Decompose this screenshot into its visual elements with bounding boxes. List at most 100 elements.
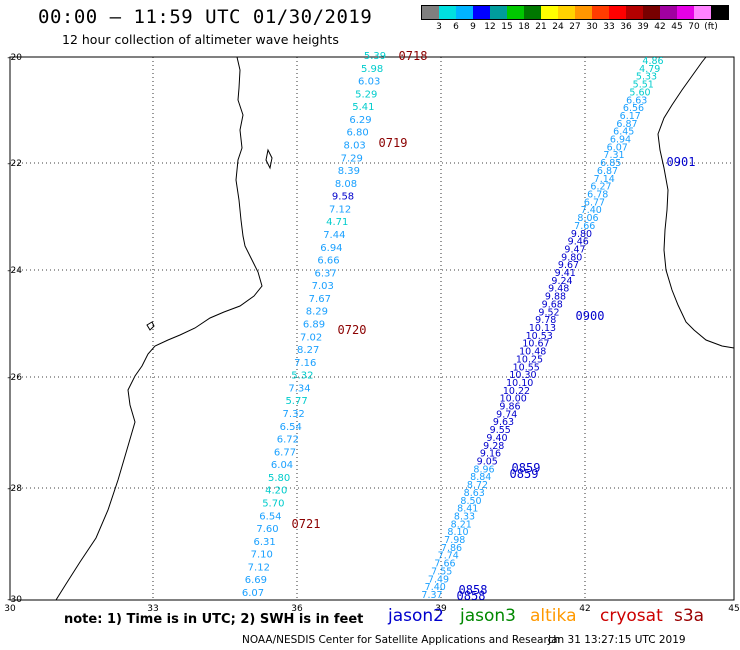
lat-tick-label: -28 xyxy=(7,484,22,494)
wave-height-value: 6.27 xyxy=(590,182,611,193)
legend-labels: 3 6 9 12 15 18 21 24 27 30 33 36 39 42 45 70 (ft) xyxy=(421,20,729,34)
wave-height-value: 7.98 xyxy=(444,535,465,546)
legend-label: 9 xyxy=(470,22,476,32)
legend-swatch xyxy=(558,6,575,19)
legend-label: 42 xyxy=(654,22,666,32)
wave-height-value: 10.13 xyxy=(529,323,556,334)
lat-tick-label: -24 xyxy=(7,266,22,276)
wave-height-value: 6.87 xyxy=(597,166,618,177)
lon-tick-label: 33 xyxy=(147,604,158,614)
legend-swatch xyxy=(456,6,473,19)
time-label: 0720 xyxy=(338,323,367,337)
wave-height-value: 6.03 xyxy=(358,77,380,88)
wave-height-value: 7.14 xyxy=(594,174,615,185)
wave-height-value: 6.31 xyxy=(253,537,275,548)
coastline xyxy=(55,56,735,601)
legend-swatch xyxy=(694,6,711,19)
wave-height-value: 9.28 xyxy=(483,441,504,452)
wave-height-value: 6.45 xyxy=(613,127,634,138)
wave-height-value: 4.20 xyxy=(265,486,287,497)
lat-tick-label: -26 xyxy=(7,373,22,383)
legend-swatch xyxy=(541,6,558,19)
wave-height-value: 5.98 xyxy=(361,64,383,75)
wave-height-value: 7.31 xyxy=(603,150,624,161)
map-frame xyxy=(9,56,735,601)
wave-height-value: 9.55 xyxy=(490,425,511,436)
wave-height-value: 10.53 xyxy=(526,331,553,342)
wave-height-value: 4.79 xyxy=(639,64,660,75)
wave-height-value: 8.50 xyxy=(460,496,481,507)
legend-swatch xyxy=(490,6,507,19)
time-label: 0901 xyxy=(667,155,696,169)
footnote: note: 1) Time is in UTC; 2) SWH is in fe… xyxy=(64,612,364,627)
credit-line: NOAA/NESDIS Center for Satellite Applica… xyxy=(242,634,560,646)
coastline-mozambique xyxy=(55,56,263,601)
wave-height-value: 8.63 xyxy=(464,488,485,499)
legend-swatch xyxy=(711,6,728,19)
lat-tick-label: -30 xyxy=(7,595,22,605)
wave-height-value: 8.21 xyxy=(451,519,472,530)
satellite-jason3-label: jason3 xyxy=(460,606,516,626)
legend-label: 6 xyxy=(453,22,459,32)
wave-height-value: 8.27 xyxy=(297,345,319,356)
legend-swatch xyxy=(439,6,456,19)
wave-height-value: 6.54 xyxy=(259,511,281,522)
wave-height-value: 9.88 xyxy=(545,292,566,303)
wave-height-value: 6.78 xyxy=(587,190,608,201)
wave-height-value: 4.71 xyxy=(326,217,348,228)
wave-height-value: 7.12 xyxy=(248,562,270,573)
legend-label: 15 xyxy=(501,22,513,32)
legend-label: 33 xyxy=(603,22,615,32)
wave-height-value: 10.00 xyxy=(500,394,527,405)
wave-height-value: 9.05 xyxy=(477,457,498,468)
time-label: 0721 xyxy=(292,517,321,531)
wave-height-value: 8.06 xyxy=(577,213,598,224)
wave-height-value: 9.67 xyxy=(558,260,579,271)
legend-label: (ft) xyxy=(704,22,718,32)
wave-height-value: 6.80 xyxy=(346,128,368,139)
wave-height-value: 8.33 xyxy=(454,511,475,522)
wave-height-value: 9.16 xyxy=(480,449,501,460)
wave-height-value: 7.66 xyxy=(574,221,595,232)
island-bazaruto xyxy=(265,148,273,170)
wave-height-value: 9.78 xyxy=(535,315,556,326)
wave-height-value: 8.10 xyxy=(447,527,468,538)
wave-height-value: 9.86 xyxy=(499,402,520,413)
wave-height-value: 7.16 xyxy=(294,358,316,369)
lon-tick-label: 30 xyxy=(4,604,16,614)
wave-height-value: 7.74 xyxy=(438,551,459,562)
wave-height-value: 6.37 xyxy=(314,268,336,279)
legend-label: 21 xyxy=(535,22,547,32)
wave-height-value: 9.47 xyxy=(564,244,585,255)
wave-height-value: 5.39 xyxy=(364,51,386,62)
wave-height-value: 10.67 xyxy=(522,339,549,350)
wave-height-value: 6.72 xyxy=(277,435,299,446)
wave-height-value: 6.07 xyxy=(242,588,264,599)
wave-height-value: 9.74 xyxy=(496,409,517,420)
wave-height-value: 7.60 xyxy=(256,524,278,535)
time-label: 0900 xyxy=(576,309,605,323)
wave-height-value: 7.40 xyxy=(581,205,602,216)
wave-height-value: 8.08 xyxy=(335,179,357,190)
legend-swatch xyxy=(575,6,592,19)
lat-lon-grid xyxy=(10,57,734,600)
wave-height-value: 8.03 xyxy=(344,141,366,152)
wave-height-value: 5.70 xyxy=(262,499,284,510)
wave-height-value: 7.49 xyxy=(428,574,449,585)
wave-height-value: 5.33 xyxy=(636,72,657,83)
wave-height-value: 6.56 xyxy=(623,103,644,114)
wave-height-value: 7.10 xyxy=(251,550,273,561)
wave-height-value: 7.66 xyxy=(434,559,455,570)
time-label: 0859 xyxy=(512,461,541,475)
lon-tick-label: 36 xyxy=(291,604,303,614)
wave-height-value: 8.72 xyxy=(467,480,488,491)
wave-height-value: 6.29 xyxy=(349,115,371,126)
wave-height-value: 8.39 xyxy=(338,166,360,177)
wave-height-value: 7.34 xyxy=(288,383,310,394)
wave-height-value: 9.24 xyxy=(551,276,572,287)
wave-height-value: 7.86 xyxy=(441,543,462,554)
wave-height-value: 7.29 xyxy=(341,153,363,164)
wave-height-value: 7.40 xyxy=(425,582,446,593)
